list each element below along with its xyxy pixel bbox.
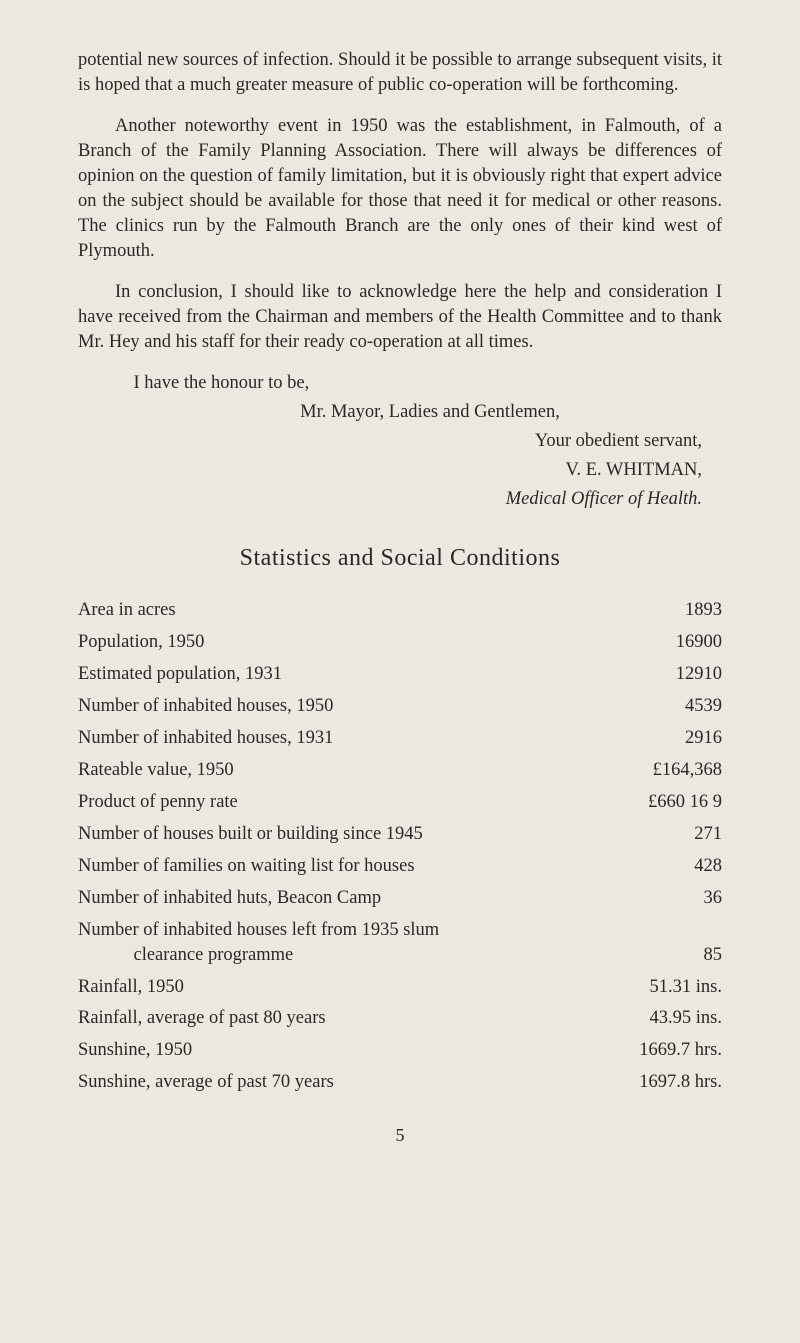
stat-value: 1669.7 hrs. [619, 1038, 722, 1063]
stat-label: Number of inhabited houses left from 193… [78, 918, 702, 943]
stat-value: 36 [684, 886, 723, 911]
stat-label: Number of families on waiting list for h… [78, 854, 674, 879]
stat-row: Rainfall, average of past 80 years 43.95… [78, 1006, 722, 1031]
stat-row: Number of families on waiting list for h… [78, 854, 722, 879]
closing-title: Medical Officer of Health. [78, 487, 722, 512]
closing-honour: I have the honour to be, [78, 371, 722, 396]
stat-row: Sunshine, average of past 70 years 1697.… [78, 1070, 722, 1095]
stat-label: Rainfall, average of past 80 years [78, 1006, 630, 1031]
stat-row: Population, 1950 16900 [78, 630, 722, 655]
closing-mayor: Mr. Mayor, Ladies and Gentlemen, [78, 400, 722, 425]
stat-value: 2916 [665, 726, 722, 751]
stat-label: Number of inhabited houses, 1950 [78, 694, 665, 719]
section-heading: Statistics and Social Conditions [78, 542, 722, 574]
stat-value: 428 [674, 854, 722, 879]
stat-value: 271 [674, 822, 722, 847]
stat-label: Rainfall, 1950 [78, 975, 630, 1000]
stat-value: £164,368 [633, 758, 722, 783]
stat-label: Number of inhabited huts, Beacon Camp [78, 886, 684, 911]
stat-row: Rainfall, 1950 51.31 ins. [78, 975, 722, 1000]
stat-value: 12910 [656, 662, 722, 687]
stat-row: Product of penny rate £660 16 9 [78, 790, 722, 815]
stat-value: 85 [684, 943, 723, 968]
stats-table: Area in acres 1893 Population, 1950 1690… [78, 598, 722, 1096]
stat-row: Number of inhabited houses, 1950 4539 [78, 694, 722, 719]
stat-row: Rateable value, 1950 £164,368 [78, 758, 722, 783]
stat-row: Number of houses built or building since… [78, 822, 722, 847]
stat-label: Sunshine, average of past 70 years [78, 1070, 619, 1095]
stat-value: 43.95 ins. [630, 1006, 722, 1031]
stat-label: Population, 1950 [78, 630, 656, 655]
stat-label-continue: clearance programme [78, 943, 684, 968]
closing-name: V. E. WHITMAN, [78, 458, 722, 483]
stat-row: Number of inhabited huts, Beacon Camp 36 [78, 886, 722, 911]
stat-label: Sunshine, 1950 [78, 1038, 619, 1063]
stat-row: Number of inhabited houses, 1931 2916 [78, 726, 722, 751]
paragraph-2: Another noteworthy event in 1950 was the… [78, 114, 722, 264]
stat-label: Estimated population, 1931 [78, 662, 656, 687]
closing-servant: Your obedient servant, [78, 429, 722, 454]
stat-value: 1893 [665, 598, 722, 623]
paragraph-1: potential new sources of infection. Shou… [78, 48, 722, 98]
stat-value: £660 16 9 [628, 790, 722, 815]
stat-row: Area in acres 1893 [78, 598, 722, 623]
stat-row: clearance programme 85 [78, 943, 722, 968]
paragraph-3: In conclusion, I should like to acknowle… [78, 280, 722, 355]
page-number: 5 [78, 1123, 722, 1147]
stat-value: 16900 [656, 630, 722, 655]
stat-label: Area in acres [78, 598, 665, 623]
closing-block: I have the honour to be, Mr. Mayor, Ladi… [78, 371, 722, 512]
stat-row: Sunshine, 1950 1669.7 hrs. [78, 1038, 722, 1063]
stat-label: Product of penny rate [78, 790, 628, 815]
stat-row: Number of inhabited houses left from 193… [78, 918, 722, 943]
stat-label: Rateable value, 1950 [78, 758, 633, 783]
stat-row: Estimated population, 1931 12910 [78, 662, 722, 687]
stat-value: 51.31 ins. [630, 975, 722, 1000]
stat-label: Number of houses built or building since… [78, 822, 674, 847]
stat-label: Number of inhabited houses, 1931 [78, 726, 665, 751]
stat-value: 4539 [665, 694, 722, 719]
stat-value: 1697.8 hrs. [619, 1070, 722, 1095]
